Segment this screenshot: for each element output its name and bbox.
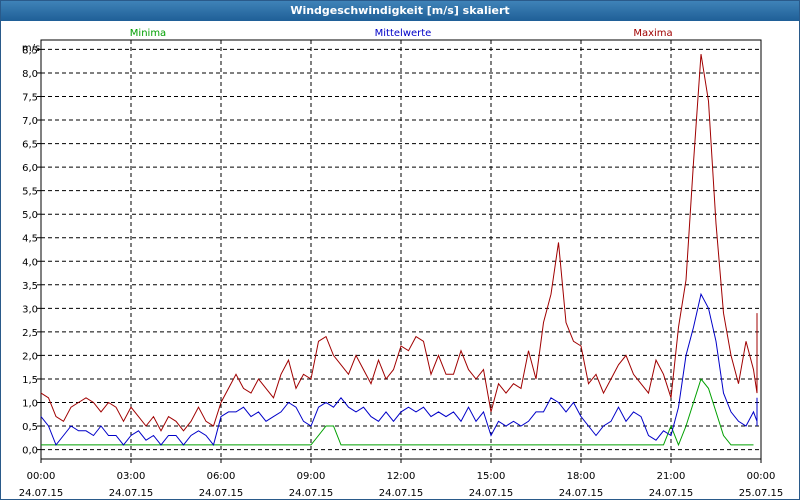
plot-frame [40,39,762,460]
x-tick-date: 24.07.15 [199,488,244,499]
x-tick-date: 24.07.15 [379,488,424,499]
grid-lines [41,40,761,459]
y-tick-label: 1,0 [22,399,38,410]
y-tick-label: 4,5 [22,234,38,245]
y-tick-label: 8,0 [22,69,38,80]
y-tick-label: 0,5 [22,422,38,433]
series-line-mittelwerte [40,292,758,446]
x-tick-date: 24.07.15 [109,488,154,499]
legend-mittelwerte: Mittelwerte [375,28,432,39]
series-line-minima [41,377,754,447]
x-tick-time: 21:00 [657,471,686,482]
x-tick-date: 25.07.15 [739,488,784,499]
y-tick-label: 1,5 [22,375,38,386]
y-tick-label: 3,0 [22,304,38,315]
x-tick-time: 03:00 [117,471,146,482]
y-tick-label: 0,0 [22,446,38,457]
x-tick-date: 24.07.15 [289,488,334,499]
legend-maxima: Maxima [633,28,672,39]
y-tick-label: 5,0 [22,210,38,221]
y-tick-label: 6,0 [22,163,38,174]
x-tick-date: 24.07.15 [649,488,694,499]
x-tick-time: 12:00 [387,471,416,482]
window-title: Windgeschwindigkeit [m/s] skaliert [1,1,799,21]
y-tick-label: 4,0 [22,257,38,268]
x-tick-time: 09:00 [297,471,326,482]
x-tick-time: 18:00 [567,471,596,482]
series-lines [40,54,758,447]
legend-minima: Minima [130,28,166,39]
y-tick-label: 7,5 [22,92,38,103]
y-axis-label: m/s [22,43,40,54]
x-tick-time: 00:00 [27,471,56,482]
y-tick-label: 2,5 [22,328,38,339]
y-tick-label: 3,5 [22,281,38,292]
y-axis-ticks: 0,0 0,5 1,0 1,5 2,0 2,5 3,0 3,5 4,0 4,5 5,0 5,5 6,0 6… [22,45,41,457]
series-line-maxima [40,54,758,432]
x-tick-time: 15:00 [477,471,506,482]
y-tick-label: 2,0 [22,351,38,362]
x-tick-date: 24.07.15 [559,488,604,499]
legend: Minima Mittelwerte Maxima [130,28,673,39]
x-tick-time: 06:00 [207,471,236,482]
x-tick-time: 00:00 [747,471,776,482]
x-axis-ticks: 00:00 24.07.15 03:00 24.07.15 06:00 24.07.15 0… [19,459,784,499]
x-tick-date: 24.07.15 [19,488,64,499]
y-tick-label: 5,5 [22,187,38,198]
x-tick-date: 24.07.15 [469,488,514,499]
y-tick-label: 6,5 [22,140,38,151]
y-tick-label: 8,5 [22,45,38,56]
y-tick-label: 7,0 [22,116,38,127]
